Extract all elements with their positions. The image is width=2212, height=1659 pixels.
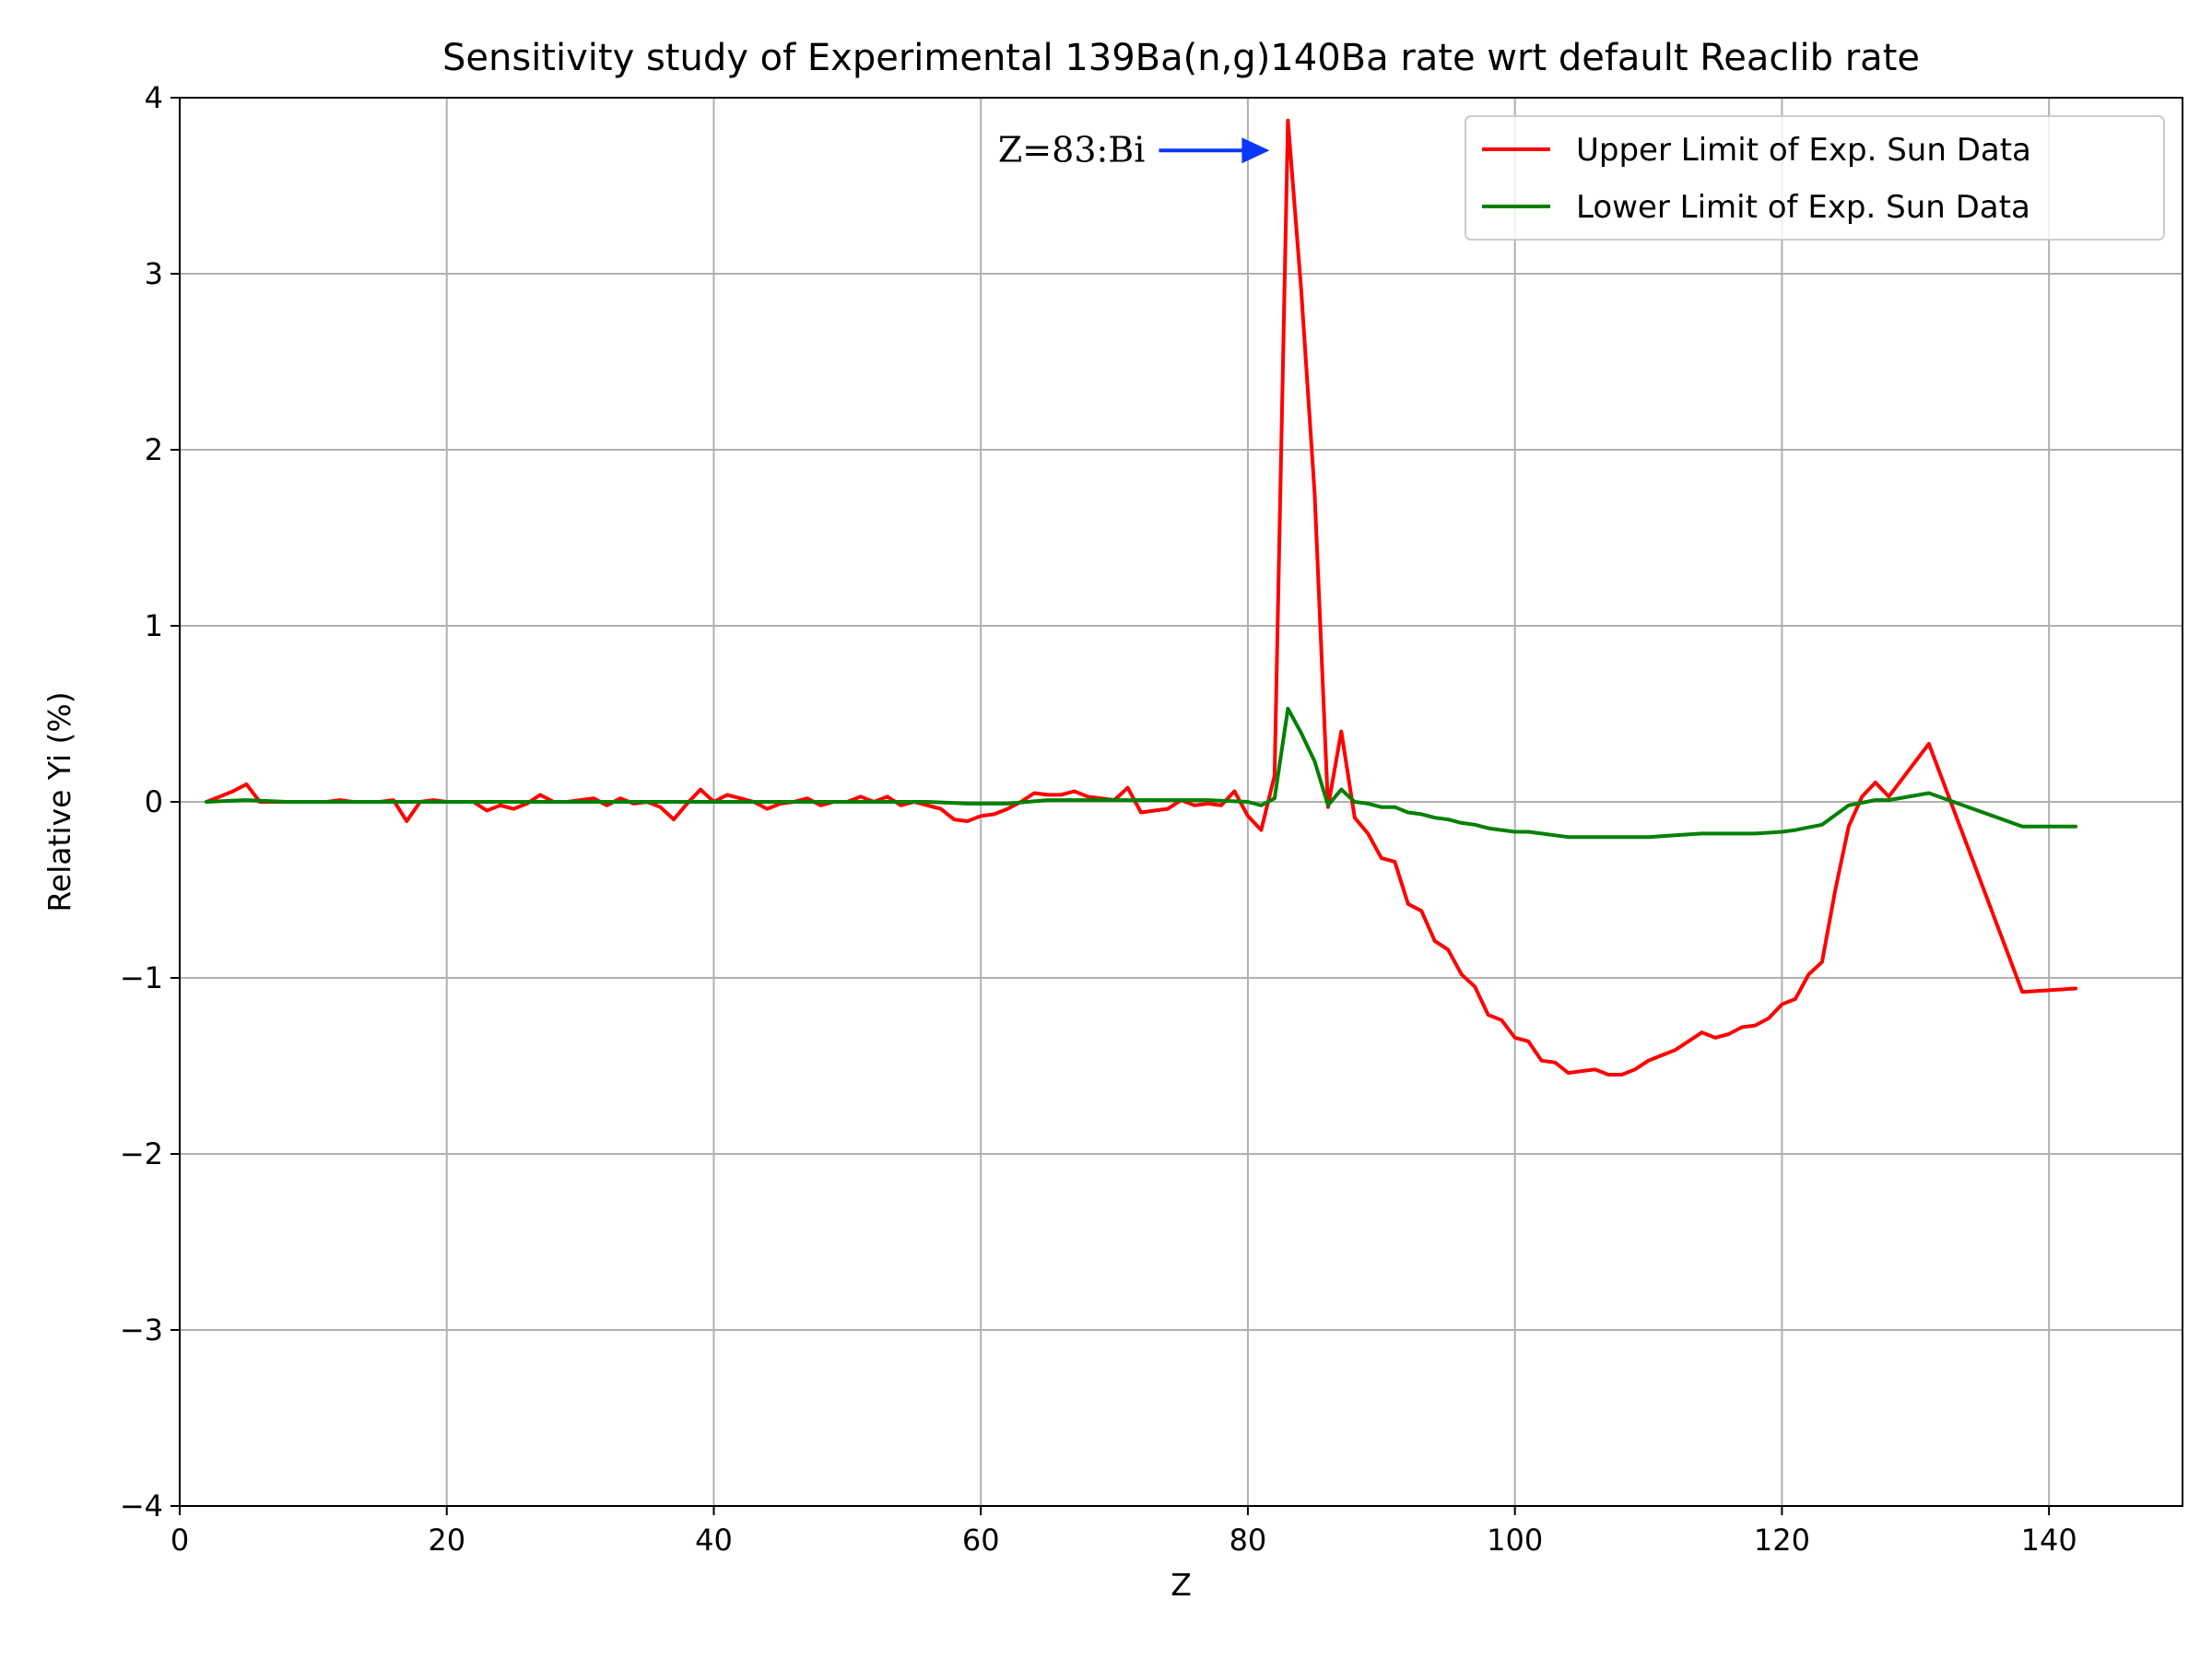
- y-axis-ticks: 4 3 2 1 0 −1 −2 −3 −4: [120, 80, 180, 1524]
- y-tick-label: 4: [145, 80, 163, 115]
- annotation-arrowhead: [1241, 137, 1270, 164]
- x-axis-label: Z: [1171, 1567, 1192, 1603]
- x-tick-label: 60: [962, 1523, 1000, 1558]
- annotation-label: Z=83:Bi: [998, 129, 1145, 170]
- series-line-lower: [205, 706, 2078, 840]
- plot-area: [205, 118, 2078, 1077]
- x-tick-label: 140: [2021, 1523, 2077, 1558]
- y-tick-label: −3: [120, 1312, 163, 1347]
- x-tick-label: 100: [1487, 1523, 1543, 1558]
- series-line-upper: [205, 118, 2078, 1077]
- y-tick-label: −2: [120, 1136, 163, 1171]
- x-axis-ticks: 0 20 40 60 80 100 120 140: [171, 1506, 2077, 1558]
- legend-box: [1465, 115, 2165, 241]
- legend: Upper Limit of Exp. Sun Data Lower Limit…: [1465, 115, 2165, 241]
- annotation-bi: Z=83:Bi: [998, 129, 1270, 170]
- legend-label-upper: Upper Limit of Exp. Sun Data: [1576, 132, 2031, 169]
- y-axis-label: Relative Yi (%): [41, 691, 77, 912]
- y-tick-label: −1: [120, 960, 163, 995]
- y-tick-label: 0: [145, 784, 163, 819]
- y-tick-label: 1: [145, 608, 163, 643]
- x-tick-label: 40: [695, 1523, 733, 1558]
- y-tick-label: −4: [120, 1488, 163, 1524]
- x-tick-label: 80: [1230, 1523, 1267, 1558]
- x-tick-label: 20: [428, 1523, 465, 1558]
- x-tick-label: 120: [1754, 1523, 1810, 1558]
- legend-label-lower: Lower Limit of Exp. Sun Data: [1576, 189, 2030, 226]
- x-tick-label: 0: [171, 1523, 189, 1558]
- chart-title: Sensitivity study of Experimental 139Ba(…: [442, 37, 1920, 79]
- y-tick-label: 3: [145, 256, 163, 291]
- y-tick-label: 2: [145, 432, 163, 467]
